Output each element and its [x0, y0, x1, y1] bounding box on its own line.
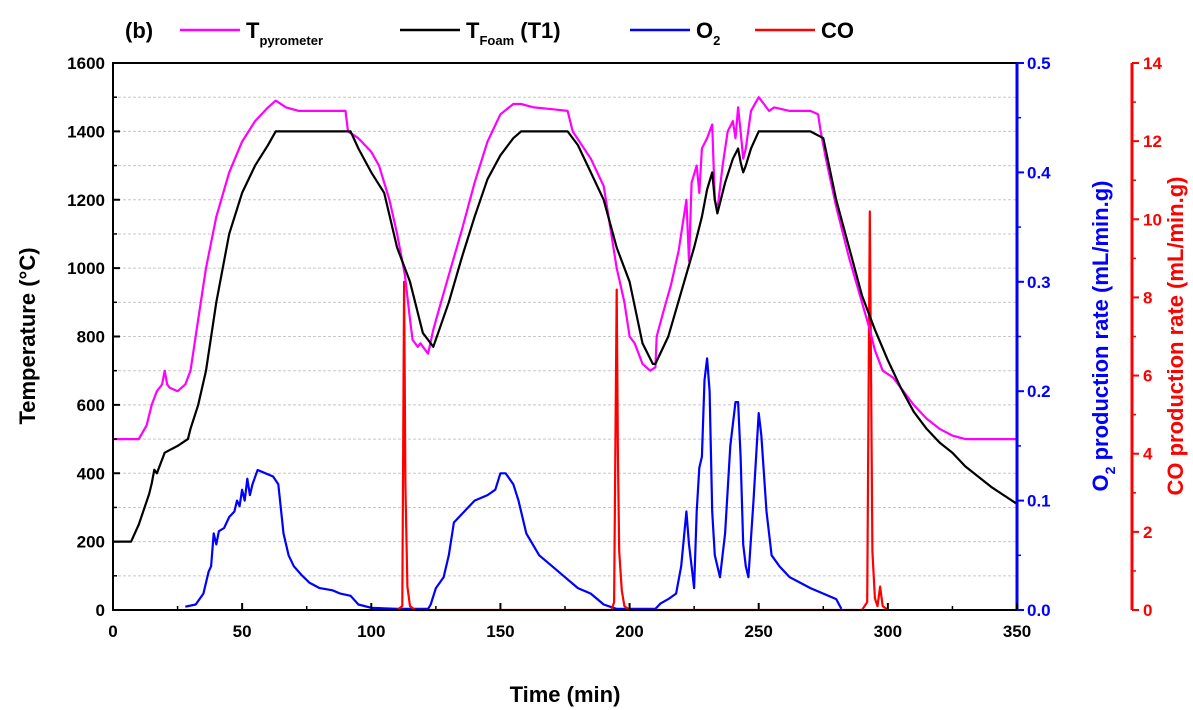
legend-label: Tpyrometer	[246, 18, 323, 48]
legend-label: TFoam (T1)	[466, 18, 561, 48]
o2-tick-label: 0.3	[1027, 273, 1051, 292]
x-axis-ticks: 0 50 100 150 200 250 300 350	[108, 603, 1031, 641]
plot-series	[113, 96, 1018, 612]
x-tick-label: 200	[615, 622, 643, 641]
series-line-o2	[185, 357, 843, 610]
o2-tick-label: 0.4	[1027, 163, 1051, 182]
x-tick-label: 50	[233, 622, 252, 641]
co-tick-label: 14	[1143, 54, 1162, 73]
o2-tick-label: 0.2	[1027, 382, 1051, 401]
left-axis-title: Temperature (°C)	[15, 247, 40, 424]
co-tick-label: 4	[1143, 445, 1153, 464]
x-tick-label: 350	[1003, 622, 1031, 641]
co-tick-label: 6	[1143, 367, 1152, 386]
o2-axis-title: O2 production rate (mL/min.g)	[1088, 181, 1118, 492]
co-axis-ticks: 0 2 4 6 8 10 12 14	[1132, 54, 1162, 620]
co-tick-label: 12	[1143, 132, 1162, 151]
series-line-co	[396, 210, 889, 612]
x-axis-title: Time (min)	[510, 682, 621, 707]
o2-axis-ticks: 0.0 0.1 0.2 0.3 0.4 0.5	[1017, 54, 1051, 620]
o2-tick-label: 0.0	[1027, 601, 1051, 620]
x-tick-label: 250	[745, 622, 773, 641]
left-tick-label: 200	[77, 533, 105, 552]
o2-tick-label: 0.1	[1027, 492, 1051, 511]
legend-label: O2	[696, 18, 720, 48]
co-tick-label: 8	[1143, 288, 1152, 307]
grid	[113, 96, 1017, 577]
legend-label: CO	[821, 18, 854, 43]
left-tick-label: 1400	[67, 122, 105, 141]
left-tick-label: 1200	[67, 191, 105, 210]
left-tick-label: 1600	[67, 54, 105, 73]
left-tick-label: 1000	[67, 259, 105, 278]
x-tick-label: 300	[874, 622, 902, 641]
x-tick-label: 150	[486, 622, 514, 641]
legend: Tpyrometer TFoam (T1) O2 CO	[180, 18, 854, 48]
o2-tick-label: 0.5	[1027, 54, 1051, 73]
left-axis-ticks: 0 200 400 600 800 1000 1200 1400 1600	[67, 54, 120, 620]
left-tick-label: 800	[77, 328, 105, 347]
co-tick-label: 2	[1143, 523, 1152, 542]
co-axis-title: CO production rate (mL/min.g)	[1163, 177, 1188, 496]
series-line-t-foam	[113, 130, 1018, 543]
left-tick-label: 600	[77, 396, 105, 415]
x-tick-label: 100	[357, 622, 385, 641]
co-tick-label: 0	[1143, 601, 1152, 620]
left-tick-label: 400	[77, 464, 105, 483]
x-tick-label: 0	[108, 622, 117, 641]
left-tick-label: 0	[96, 601, 105, 620]
co-tick-label: 10	[1143, 210, 1162, 229]
panel-label: (b)	[125, 18, 153, 43]
